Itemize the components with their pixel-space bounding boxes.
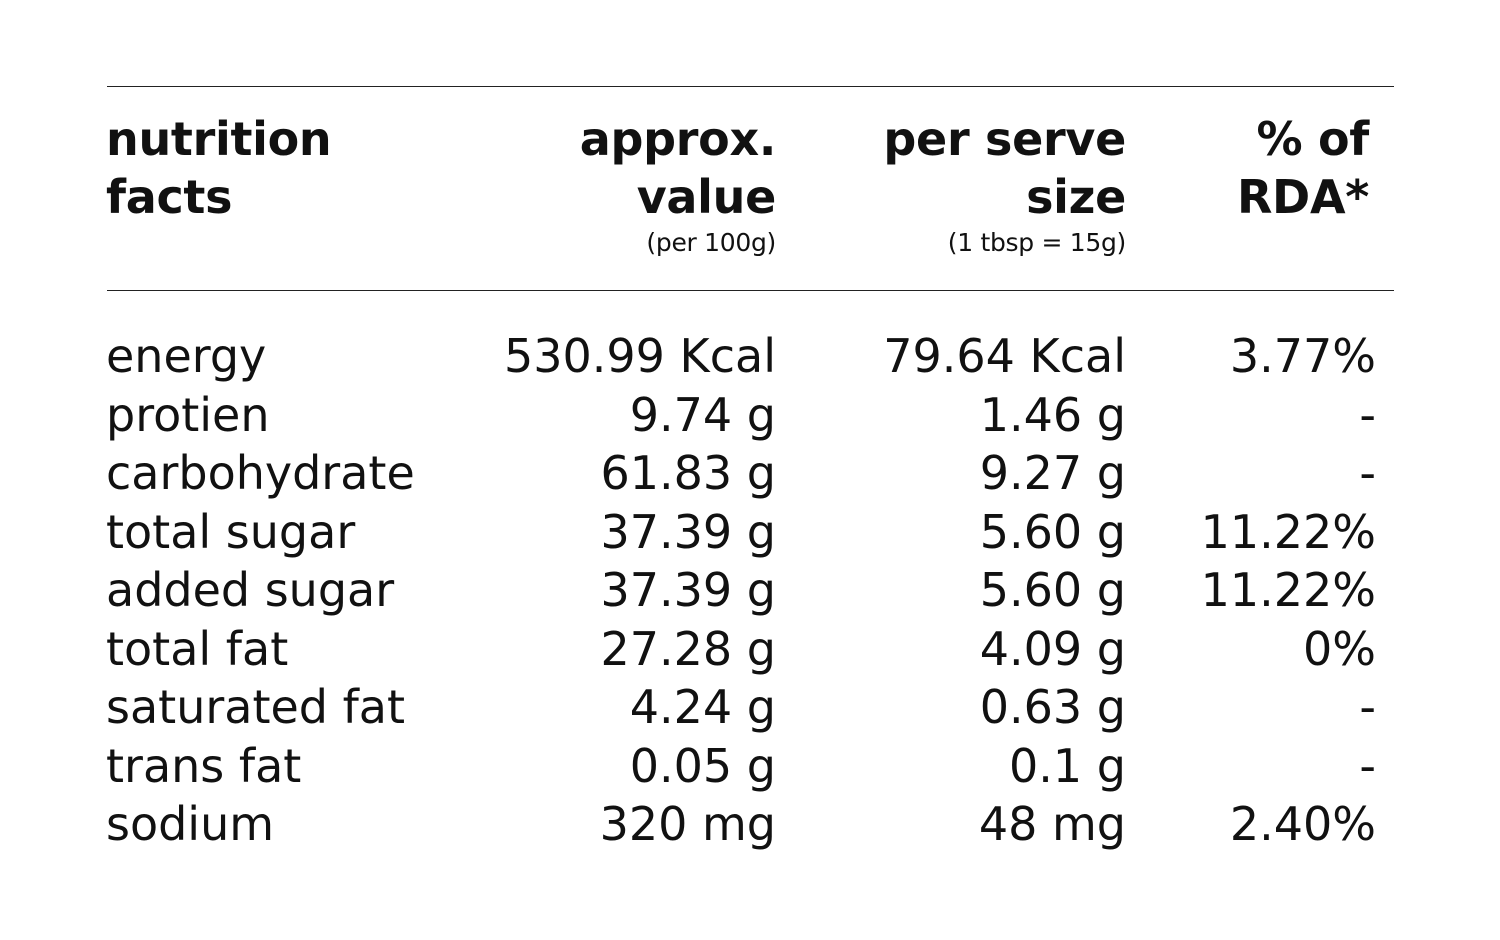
header-col3-line2: size — [1026, 170, 1126, 224]
row-rda: 3.77% — [1229, 329, 1376, 383]
row-rda: - — [1359, 446, 1376, 500]
row-value: 320 mg — [599, 797, 776, 851]
row-rda: 11.22% — [1200, 563, 1376, 617]
header-col2-line1: approx. — [579, 112, 777, 166]
row-name: trans fat — [106, 738, 302, 793]
table-row: sodium 320 mg 48 mg 2.40% — [0, 795, 1500, 854]
row-serve: 0.63 g — [979, 680, 1126, 734]
row-name: added sugar — [106, 563, 395, 617]
header-col3-line1: per serve — [883, 112, 1126, 166]
row-value: 61.83 g — [600, 446, 776, 500]
header-col2-line2: value — [636, 170, 777, 224]
row-serve: 5.60 g — [979, 504, 1126, 559]
row-serve: 5.60 g — [979, 563, 1126, 617]
row-value: 27.28 g — [600, 621, 776, 676]
row-serve: 0.1 g — [1009, 738, 1126, 793]
row-rda: 11.22% — [1200, 504, 1376, 559]
row-name: protien — [106, 387, 270, 442]
row-name: carbohydrate — [106, 446, 415, 500]
row-serve: 4.09 g — [979, 621, 1126, 676]
row-value: 9.74 g — [629, 387, 776, 442]
row-value: 37.39 g — [600, 504, 776, 559]
row-name: energy — [106, 329, 267, 383]
header-col3-sub: (1 tbsp = 15g) — [947, 228, 1127, 257]
header-col1-line1: nutrition — [106, 112, 332, 166]
row-rda: - — [1359, 387, 1376, 442]
row-serve: 1.46 g — [979, 387, 1126, 442]
table-row: carbohydrate 61.83 g 9.27 g - — [0, 444, 1500, 503]
header-divider — [107, 290, 1394, 291]
header-col4-line2: RDA* — [1236, 170, 1369, 224]
top-divider — [107, 86, 1394, 87]
row-value: 530.99 Kcal — [503, 329, 776, 383]
table-row: energy 530.99 Kcal 79.64 Kcal 3.77% — [0, 327, 1500, 386]
table-row: total sugar 37.39 g 5.60 g 11.22% — [0, 503, 1500, 562]
table-row: saturated fat 4.24 g 0.63 g - — [0, 678, 1500, 737]
row-value: 37.39 g — [600, 563, 776, 617]
header-per-serve-size: per serve size (1 tbsp = 15g) — [883, 110, 1126, 260]
row-rda: 2.40% — [1229, 797, 1376, 851]
row-serve: 48 mg — [978, 797, 1126, 851]
row-value: 0.05 g — [629, 738, 776, 793]
table-row: trans fat 0.05 g 0.1 g - — [0, 737, 1500, 796]
header-col1-line2: facts — [106, 170, 233, 224]
row-name: sodium — [106, 797, 275, 851]
row-name: total sugar — [106, 504, 356, 559]
header-rda: % of RDA* — [1237, 110, 1369, 226]
row-rda: - — [1359, 680, 1376, 734]
header-col2-sub: (per 100g) — [646, 228, 776, 257]
row-rda: - — [1359, 738, 1376, 793]
row-serve: 9.27 g — [979, 446, 1126, 500]
row-name: saturated fat — [106, 680, 406, 734]
row-serve: 79.64 Kcal — [883, 329, 1126, 383]
table-body: energy 530.99 Kcal 79.64 Kcal 3.77% prot… — [0, 327, 1500, 854]
table-row: added sugar 37.39 g 5.60 g 11.22% — [0, 561, 1500, 620]
row-name: total fat — [106, 621, 289, 676]
table-row: total fat 27.28 g 4.09 g 0% — [0, 620, 1500, 679]
header-nutrition-facts: nutrition facts — [106, 110, 332, 226]
table-row: protien 9.74 g 1.46 g - — [0, 386, 1500, 445]
row-rda: 0% — [1303, 621, 1376, 676]
header-col4-line1: % of — [1256, 112, 1369, 166]
row-value: 4.24 g — [629, 680, 776, 734]
header-approx-value: approx. value (per 100g) — [579, 110, 777, 260]
